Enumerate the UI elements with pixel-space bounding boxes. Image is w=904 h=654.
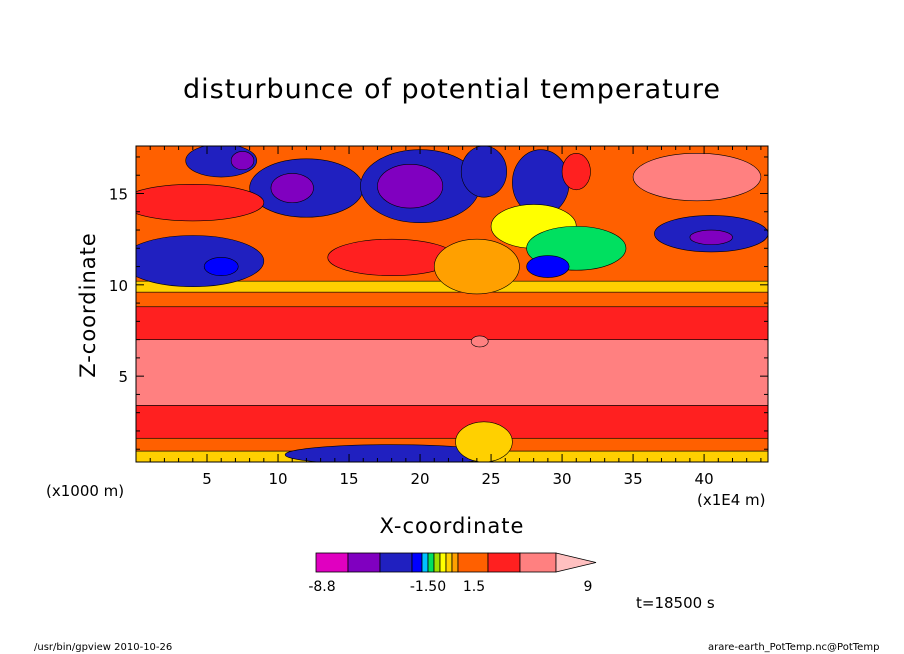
colorbar-label-0: -8.8 (308, 579, 335, 595)
contour-feature-7 (377, 163, 444, 209)
footer-right: arare-earth_PotTemp.nc@PotTemp (708, 642, 880, 653)
y-tick-label-10: 10 (109, 277, 128, 295)
colorbar-swatch-5 (427, 552, 435, 573)
x-tick-label-30: 30 (553, 470, 572, 488)
contour-feature-22 (455, 421, 513, 462)
time-label: t=18500 s (636, 594, 715, 612)
colorbar-swatch-3 (411, 552, 423, 573)
colorbar-swatch-8 (445, 552, 453, 573)
x-tick-label-20: 20 (410, 470, 429, 488)
y-tick-label-5: 5 (118, 368, 128, 386)
contour-field (136, 146, 768, 462)
colorbar-swatch-12 (519, 552, 557, 573)
contour-feature-0 (136, 235, 265, 287)
contour-feature-3 (230, 151, 255, 171)
axis-ticks: 5 10 15 20 25 30 35 40 5 10 15 (109, 146, 768, 488)
colorbar-swatch-6 (433, 552, 441, 573)
x-tick-label-40: 40 (695, 470, 714, 488)
colorbar-swatch-11 (487, 552, 521, 573)
colorbar-label-2: 1.5 (463, 579, 485, 595)
contour-band-3 (136, 339, 768, 406)
x-tick-label-15: 15 (339, 470, 358, 488)
y-tick-label-15: 15 (109, 185, 128, 203)
contour-feature-11 (632, 153, 762, 202)
colorbar-swatch-7 (439, 552, 447, 573)
contour-feature-20 (470, 335, 489, 348)
colorbar-swatch-0 (315, 552, 349, 573)
x-tick-label-35: 35 (624, 470, 643, 488)
x-tick-label-25: 25 (482, 470, 501, 488)
colorbar-label-1: -1.50 (410, 579, 446, 595)
colorbar-swatch-1 (347, 552, 381, 573)
colorbar-arrow (555, 552, 597, 573)
contour-feature-13 (689, 229, 733, 245)
colorbar: -8.8 -1.50 1.5 9 (308, 552, 597, 595)
plot-frame (135, 145, 769, 463)
colorbar-swatch-4 (421, 552, 429, 573)
contour-feature-10 (561, 153, 591, 191)
x-unit-label: (x1000 m) (46, 482, 125, 500)
contour-feature-1 (203, 257, 239, 276)
contour-feature-17 (526, 255, 570, 278)
contour-feature-8 (460, 146, 507, 198)
contour-feature-19 (433, 238, 520, 295)
contour-feature-14 (136, 184, 265, 222)
contour-feature-5 (270, 173, 314, 203)
contour-band-2 (136, 405, 768, 439)
colorbar-swatch-2 (379, 552, 413, 573)
x-tick-label-5: 5 (202, 470, 212, 488)
x-tick-label-10: 10 (268, 470, 287, 488)
colorbar-swatch-10 (457, 552, 489, 573)
colorbar-swatch-9 (451, 552, 459, 573)
chart-title: disturbunce of potential temperature (183, 74, 721, 105)
x-axis-label: X-coordinate (379, 514, 525, 538)
contour-band-5 (136, 291, 768, 308)
contour-band-4 (136, 306, 768, 340)
colorbar-label-3: 9 (584, 579, 593, 595)
footer-left: /usr/bin/gpview 2010-10-26 (34, 642, 173, 653)
x-scale-label: (x1E4 m) (697, 491, 766, 509)
